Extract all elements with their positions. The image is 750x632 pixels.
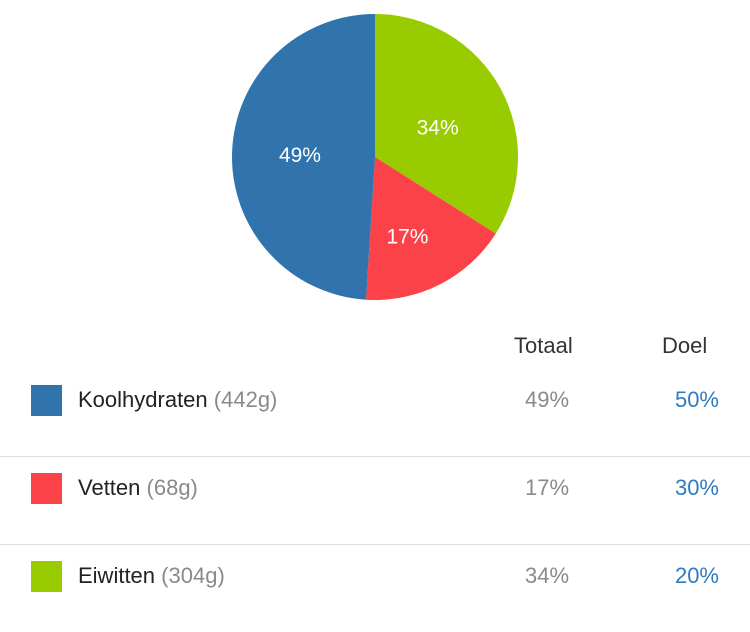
table-row-koolhydraten: Koolhydraten (442g) 49% 50% bbox=[0, 369, 750, 457]
table-header: Totaal Doel bbox=[0, 325, 750, 369]
koolhydraten-goal[interactable]: 50% bbox=[674, 387, 719, 412]
vetten-color-swatch bbox=[31, 473, 62, 504]
eiwitten-color-swatch bbox=[31, 561, 62, 592]
koolhydraten-label: Koolhydraten (442g) bbox=[78, 387, 277, 413]
slice-label: 17% bbox=[386, 226, 428, 249]
macro-name: Koolhydraten bbox=[78, 387, 208, 412]
vetten-label: Vetten (68g) bbox=[78, 475, 198, 501]
eiwitten-label: Eiwitten (304g) bbox=[78, 563, 225, 589]
vetten-goal[interactable]: 30% bbox=[674, 475, 719, 500]
macro-pie-chart: 34% 17% 49% bbox=[231, 14, 518, 300]
vetten-total: 17% bbox=[524, 475, 570, 500]
macro-grams: (442g) bbox=[213, 387, 278, 412]
table-row-vetten: Vetten (68g) 17% 30% bbox=[0, 457, 750, 545]
slice-protein-34 bbox=[375, 14, 518, 234]
koolhydraten-total: 49% bbox=[524, 387, 570, 412]
totaal-column-header: Totaal bbox=[514, 333, 573, 358]
doel-column-header: Doel bbox=[662, 333, 708, 358]
slice-label: 34% bbox=[417, 117, 459, 140]
slice-fat-17 bbox=[366, 157, 496, 300]
slice-carbs-49 bbox=[231, 14, 375, 300]
table-row-eiwitten: Eiwitten (304g) 34% 20% bbox=[0, 545, 750, 632]
koolhydraten-color-swatch bbox=[31, 385, 62, 416]
slice-label: 49% bbox=[279, 144, 321, 167]
macro-grams: (68g) bbox=[146, 475, 198, 500]
macro-name: Eiwitten bbox=[78, 563, 156, 588]
macro-name: Vetten bbox=[78, 475, 141, 500]
macro-grams: (304g) bbox=[161, 563, 225, 588]
macro-table: Totaal Doel Koolhydraten (442g) 49% 50% … bbox=[0, 325, 750, 632]
eiwitten-total: 34% bbox=[524, 563, 570, 588]
eiwitten-goal[interactable]: 20% bbox=[674, 563, 719, 588]
